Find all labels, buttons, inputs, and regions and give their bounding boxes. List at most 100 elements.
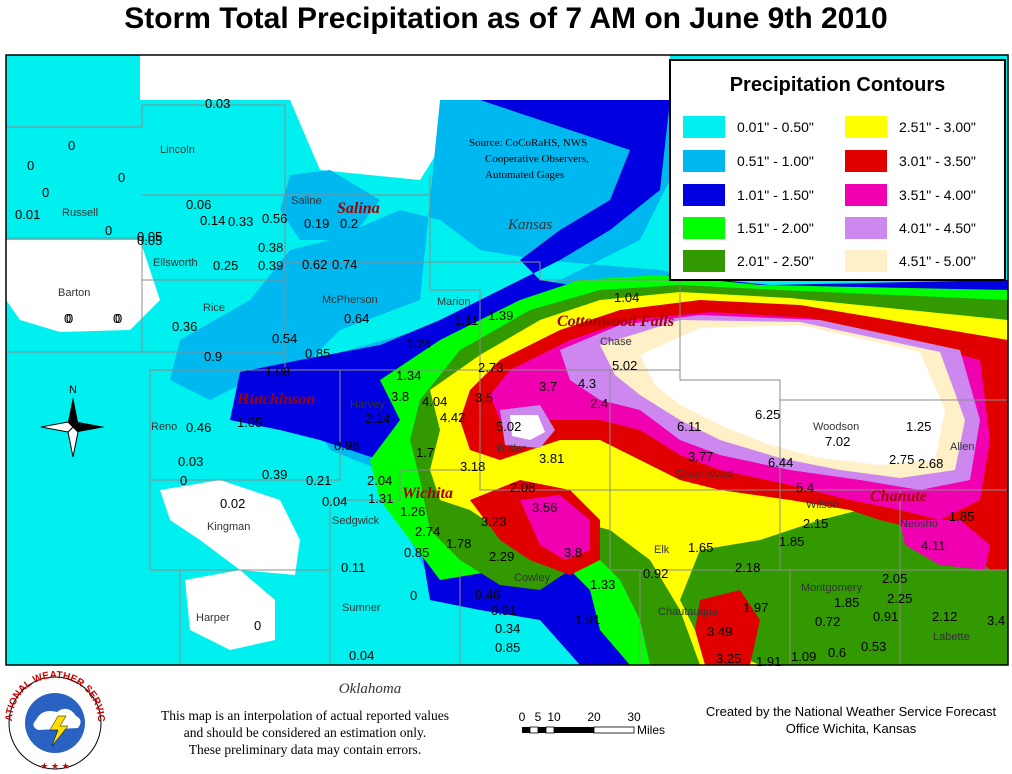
precip-value: 0 [118,170,125,185]
precip-value: 1.05 [237,415,262,430]
precip-value: 0 [68,138,75,153]
precip-value: 0.39 [262,467,287,482]
precip-value: 2.73 [478,360,503,375]
precip-value: 2.08 [510,480,535,495]
precip-value: 0 [66,311,73,326]
credit-line: Office Wichita, Kansas [785,721,917,736]
precip-value: 0 [115,311,122,326]
legend-label: 3.01" - 3.50" [899,153,976,169]
legend-swatch [845,250,887,272]
precip-value: 1.65 [688,540,713,555]
city-label: Wichita [402,485,453,502]
precip-value: 1.78 [446,536,471,551]
legend-swatch [683,116,725,138]
precip-value: 2.05 [882,571,907,586]
scale-tick: 10 [547,710,561,724]
precip-value: 1.91 [575,612,600,627]
contour-0-51-1-00-b [280,170,380,240]
precip-value: 0.46 [186,420,211,435]
precip-value: 0.64 [344,311,369,326]
precip-value: 4.3 [578,376,596,391]
precip-value: 0.39 [258,258,283,273]
precip-value: 0.05 [137,233,162,248]
svg-text:★ ★ ★: ★ ★ ★ [40,761,69,771]
precip-value: 3.49 [707,624,732,639]
precip-value: 0.9 [204,349,222,364]
precip-value: 5.4 [796,480,814,495]
precip-value: 0 [410,588,417,603]
precip-value: 2.18 [735,560,760,575]
precip-value: 1.85 [779,534,804,549]
credit: Created by the National Weather Service … [690,703,1012,737]
precip-value: 3.4 [987,613,1005,628]
precip-value: 1.04 [614,290,639,305]
precip-value: 3.81 [539,451,564,466]
county-label: Harvey [350,399,385,411]
precip-value: 1.7 [416,445,434,460]
precip-value: 0.05 [137,229,162,244]
precip-value: 1.97 [743,600,768,615]
precip-value: 4.42 [440,410,465,425]
precip-value: 0.03 [178,454,203,469]
source-note: Source: CoCoRaHS, NWS [469,137,587,149]
city-label: Salina [337,200,380,217]
precip-value: 0.92 [643,566,668,581]
legend-label: 4.51" - 5.00" [899,253,976,269]
county-label: Marion [437,296,471,308]
precip-value: 3.5 [475,390,493,405]
city-label: Cottonwood Falls [557,313,674,330]
precip-value: 2.74 [415,524,440,539]
county-label: Sedgwick [332,515,380,527]
precip-value: 1.33 [590,577,615,592]
county-boundaries [6,104,1008,665]
legend-label: 3.51" - 4.00" [899,187,976,203]
credit-line: Created by the National Weather Service … [705,704,997,719]
county-label: Rice [203,302,225,314]
legend-label: 2.01" - 2.50" [737,253,814,269]
county-label: Lincoln [160,144,195,156]
scale-tick: 30 [627,710,641,724]
precip-value: 2.15 [803,516,828,531]
precip-value: 0 [105,223,112,238]
precip-value: 1.85 [949,509,974,524]
county-label: Reno [151,421,177,433]
county-label: Sumner [342,602,381,614]
legend-label: 4.01" - 4.50" [899,220,976,236]
precip-value: 2.29 [489,549,514,564]
precip-value: 1.11 [454,313,478,328]
precip-value: 0.56 [262,211,287,226]
precip-value: 6.44 [768,455,793,470]
zero-area-barton [6,240,160,332]
zero-area-harper [185,570,275,650]
legend-label: 0.01" - 0.50" [737,119,814,135]
legend-title: Precipitation Contours [729,74,946,96]
county-label: Ellsworth [153,257,198,269]
precip-value: 0 [27,158,34,173]
precip-value: 0.53 [861,639,886,654]
legend-label: 1.01" - 1.50" [737,187,814,203]
precip-value: 1.39 [488,308,513,323]
precip-value: 0.91 [491,603,516,618]
precip-value: 0.2 [340,216,358,231]
precip-value: 0.74 [332,257,357,272]
source-note: Cooperative Observers, [485,153,589,165]
scale-unit: Miles [637,723,666,737]
county-label: Harper [196,612,230,624]
city-label: Hutchinson [236,391,315,408]
county-label: Elk [654,544,670,556]
scale-tick: 5 [535,710,542,724]
precip-value: 1.85 [834,595,859,610]
no-data-area [6,55,670,180]
precip-value: 0.14 [200,213,225,228]
legend-swatch [845,217,887,239]
precip-value: 0.04 [322,494,347,509]
precip-value: 0.21 [306,473,331,488]
precip-value: 3.8 [564,545,582,560]
precip-value: 0 [113,311,120,326]
legend-label: 1.51" - 2.00" [737,220,814,236]
county-label: McPherson [322,294,378,306]
precip-value: 0.85 [495,640,520,655]
precip-value: 0.85 [404,545,429,560]
county-label: Russell [62,207,98,219]
precip-value: 6.11 [677,419,701,434]
